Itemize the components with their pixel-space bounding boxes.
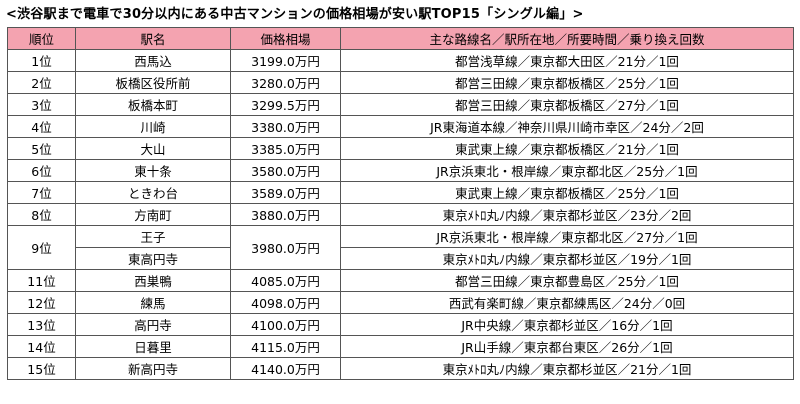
rank-cell: 5位 — [7, 137, 76, 160]
table-row: 東高円寺 東京ﾒﾄﾛ丸ﾉ内線／東京都杉並区／19分／1回 — [8, 247, 794, 270]
price-cell: 4100.0万円 — [230, 313, 341, 336]
price-cell: 3380.0万円 — [230, 115, 341, 138]
price-cell: 3589.0万円 — [230, 181, 341, 204]
rank-cell: 6位 — [7, 159, 76, 182]
route-info-cell: 西武有楽町線／東京都練馬区／24分／0回 — [340, 291, 794, 314]
table-row: 15位 新高円寺 4140.0万円 東京ﾒﾄﾛ丸ﾉ内線／東京都杉並区／21分／1回 — [7, 357, 794, 380]
table-row: 14位 日暮里 4115.0万円 JR山手線／東京都台東区／26分／1回 — [7, 335, 794, 358]
rank-cell: 8位 — [7, 203, 76, 226]
rank-cell: 7位 — [7, 181, 76, 204]
header-row: 順位 駅名 価格相場 主な路線名／駅所在地／所要時間／乗り換え回数 — [7, 27, 794, 50]
station-name-cell: 東十条 — [75, 159, 231, 182]
price-cell: 3385.0万円 — [230, 137, 341, 160]
price-cell: 4098.0万円 — [230, 291, 341, 314]
station-name-cell: 板橋区役所前 — [75, 71, 231, 94]
table-row: 2位 板橋区役所前 3280.0万円 都営三田線／東京都板橋区／25分／1回 — [7, 71, 794, 94]
station-name-cell: 練馬 — [75, 291, 231, 314]
route-info-cell: 都営三田線／東京都板橋区／27分／1回 — [340, 93, 794, 116]
rank-cell: 4位 — [7, 115, 76, 138]
price-cell: 3580.0万円 — [230, 159, 341, 182]
rank-cell: 13位 — [7, 313, 76, 336]
station-name-cell: 大山 — [75, 137, 231, 160]
station-name-cell: 新高円寺 — [75, 357, 231, 380]
station-name-cell: 板橋本町 — [75, 93, 231, 116]
rank-cell: 2位 — [7, 71, 76, 94]
price-cell: 3299.5万円 — [230, 93, 341, 116]
route-info-cell: JR東海道本線／神奈川県川崎市幸区／24分／2回 — [340, 115, 794, 138]
page-title: <渋谷駅まで電車で30分以内にある中古マンションの価格相場が安い駅TOP15「シ… — [6, 7, 584, 22]
table-row: 12位 練馬 4098.0万円 西武有楽町線／東京都練馬区／24分／0回 — [7, 291, 794, 314]
route-info-cell: 都営三田線／東京都豊島区／25分／1回 — [340, 269, 794, 292]
table-row: 6位 東十条 3580.0万円 JR京浜東北・根岸線／東京都北区／25分／1回 — [7, 159, 794, 182]
price-cell: 4115.0万円 — [230, 335, 341, 358]
price-cell: 3199.0万円 — [230, 49, 341, 72]
table-row: 5位 大山 3385.0万円 東武東上線／東京都板橋区／21分／1回 — [7, 137, 794, 160]
route-info-cell: 東武東上線／東京都板橋区／25分／1回 — [340, 181, 794, 204]
route-info-cell: 都営三田線／東京都板橋区／25分／1回 — [340, 71, 794, 94]
ranking-table: 順位 駅名 価格相場 主な路線名／駅所在地／所要時間／乗り換え回数 1位 西馬込 3… — [7, 27, 794, 380]
route-info-cell: JR山手線／東京都台東区／26分／1回 — [340, 335, 794, 358]
station-name-cell: ときわ台 — [75, 181, 231, 204]
table-row: 1位 西馬込 3199.0万円 都営浅草線／東京都大田区／21分／1回 — [7, 49, 794, 72]
header-route-info: 主な路線名／駅所在地／所要時間／乗り換え回数 — [340, 27, 794, 50]
price-cell: 3980.0万円 — [230, 225, 341, 270]
table-row: 7位 ときわ台 3589.0万円 東武東上線／東京都板橋区／25分／1回 — [7, 181, 794, 204]
table-body: 1位 西馬込 3199.0万円 都営浅草線／東京都大田区／21分／1回 2位 板橋区役所前… — [7, 49, 794, 380]
route-info-cell: JR京浜東北・根岸線／東京都北区／25分／1回 — [340, 159, 794, 182]
rank-cell: 15位 — [7, 357, 76, 380]
table-row: 8位 方南町 3880.0万円 東京ﾒﾄﾛ丸ﾉ内線／東京都杉並区／23分／2回 — [7, 203, 794, 226]
table-header: 順位 駅名 価格相場 主な路線名／駅所在地／所要時間／乗り換え回数 — [7, 27, 794, 50]
station-name-cell: 西巣鴨 — [75, 269, 231, 292]
header-price: 価格相場 — [230, 27, 341, 50]
route-info-cell: 東京ﾒﾄﾛ丸ﾉ内線／東京都杉並区／21分／1回 — [340, 357, 794, 380]
route-info-cell: 東京ﾒﾄﾛ丸ﾉ内線／東京都杉並区／23分／2回 — [340, 203, 794, 226]
route-info-cell: 都営浅草線／東京都大田区／21分／1回 — [340, 49, 794, 72]
table-row: 9位 王子 3980.0万円 JR京浜東北・根岸線／東京都北区／27分／1回 — [7, 225, 794, 270]
station-name-cell: 川崎 — [75, 115, 231, 138]
station-name-cell: 方南町 — [75, 203, 231, 226]
price-cell: 4085.0万円 — [230, 269, 341, 292]
table-row: 13位 高円寺 4100.0万円 JR中央線／東京都杉並区／16分／1回 — [7, 313, 794, 336]
header-station: 駅名 — [75, 27, 231, 50]
rank-cell: 9位 — [7, 225, 76, 270]
price-cell: 4140.0万円 — [230, 357, 341, 380]
route-info-cell: JR京浜東北・根岸線／東京都北区／27分／1回 — [340, 225, 794, 248]
rank-cell: 12位 — [7, 291, 76, 314]
station-name-cell: 王子 — [75, 225, 231, 248]
rank-cell: 11位 — [7, 269, 76, 292]
table-row: 3位 板橋本町 3299.5万円 都営三田線／東京都板橋区／27分／1回 — [7, 93, 794, 116]
price-cell: 3280.0万円 — [230, 71, 341, 94]
table-row: 11位 西巣鴨 4085.0万円 都営三田線／東京都豊島区／25分／1回 — [7, 269, 794, 292]
rank-cell: 14位 — [7, 335, 76, 358]
route-info-cell: JR中央線／東京都杉並区／16分／1回 — [340, 313, 794, 336]
rank-cell: 3位 — [7, 93, 76, 116]
station-name-cell: 東高円寺 — [75, 247, 231, 270]
route-info-cell: 東武東上線／東京都板橋区／21分／1回 — [340, 137, 794, 160]
table-row: 4位 川崎 3380.0万円 JR東海道本線／神奈川県川崎市幸区／24分／2回 — [7, 115, 794, 138]
header-rank: 順位 — [7, 27, 76, 50]
rank-cell: 1位 — [7, 49, 76, 72]
station-name-cell: 西馬込 — [75, 49, 231, 72]
price-cell: 3880.0万円 — [230, 203, 341, 226]
route-info-cell: 東京ﾒﾄﾛ丸ﾉ内線／東京都杉並区／19分／1回 — [340, 247, 794, 270]
station-name-cell: 日暮里 — [75, 335, 231, 358]
station-name-cell: 高円寺 — [75, 313, 231, 336]
